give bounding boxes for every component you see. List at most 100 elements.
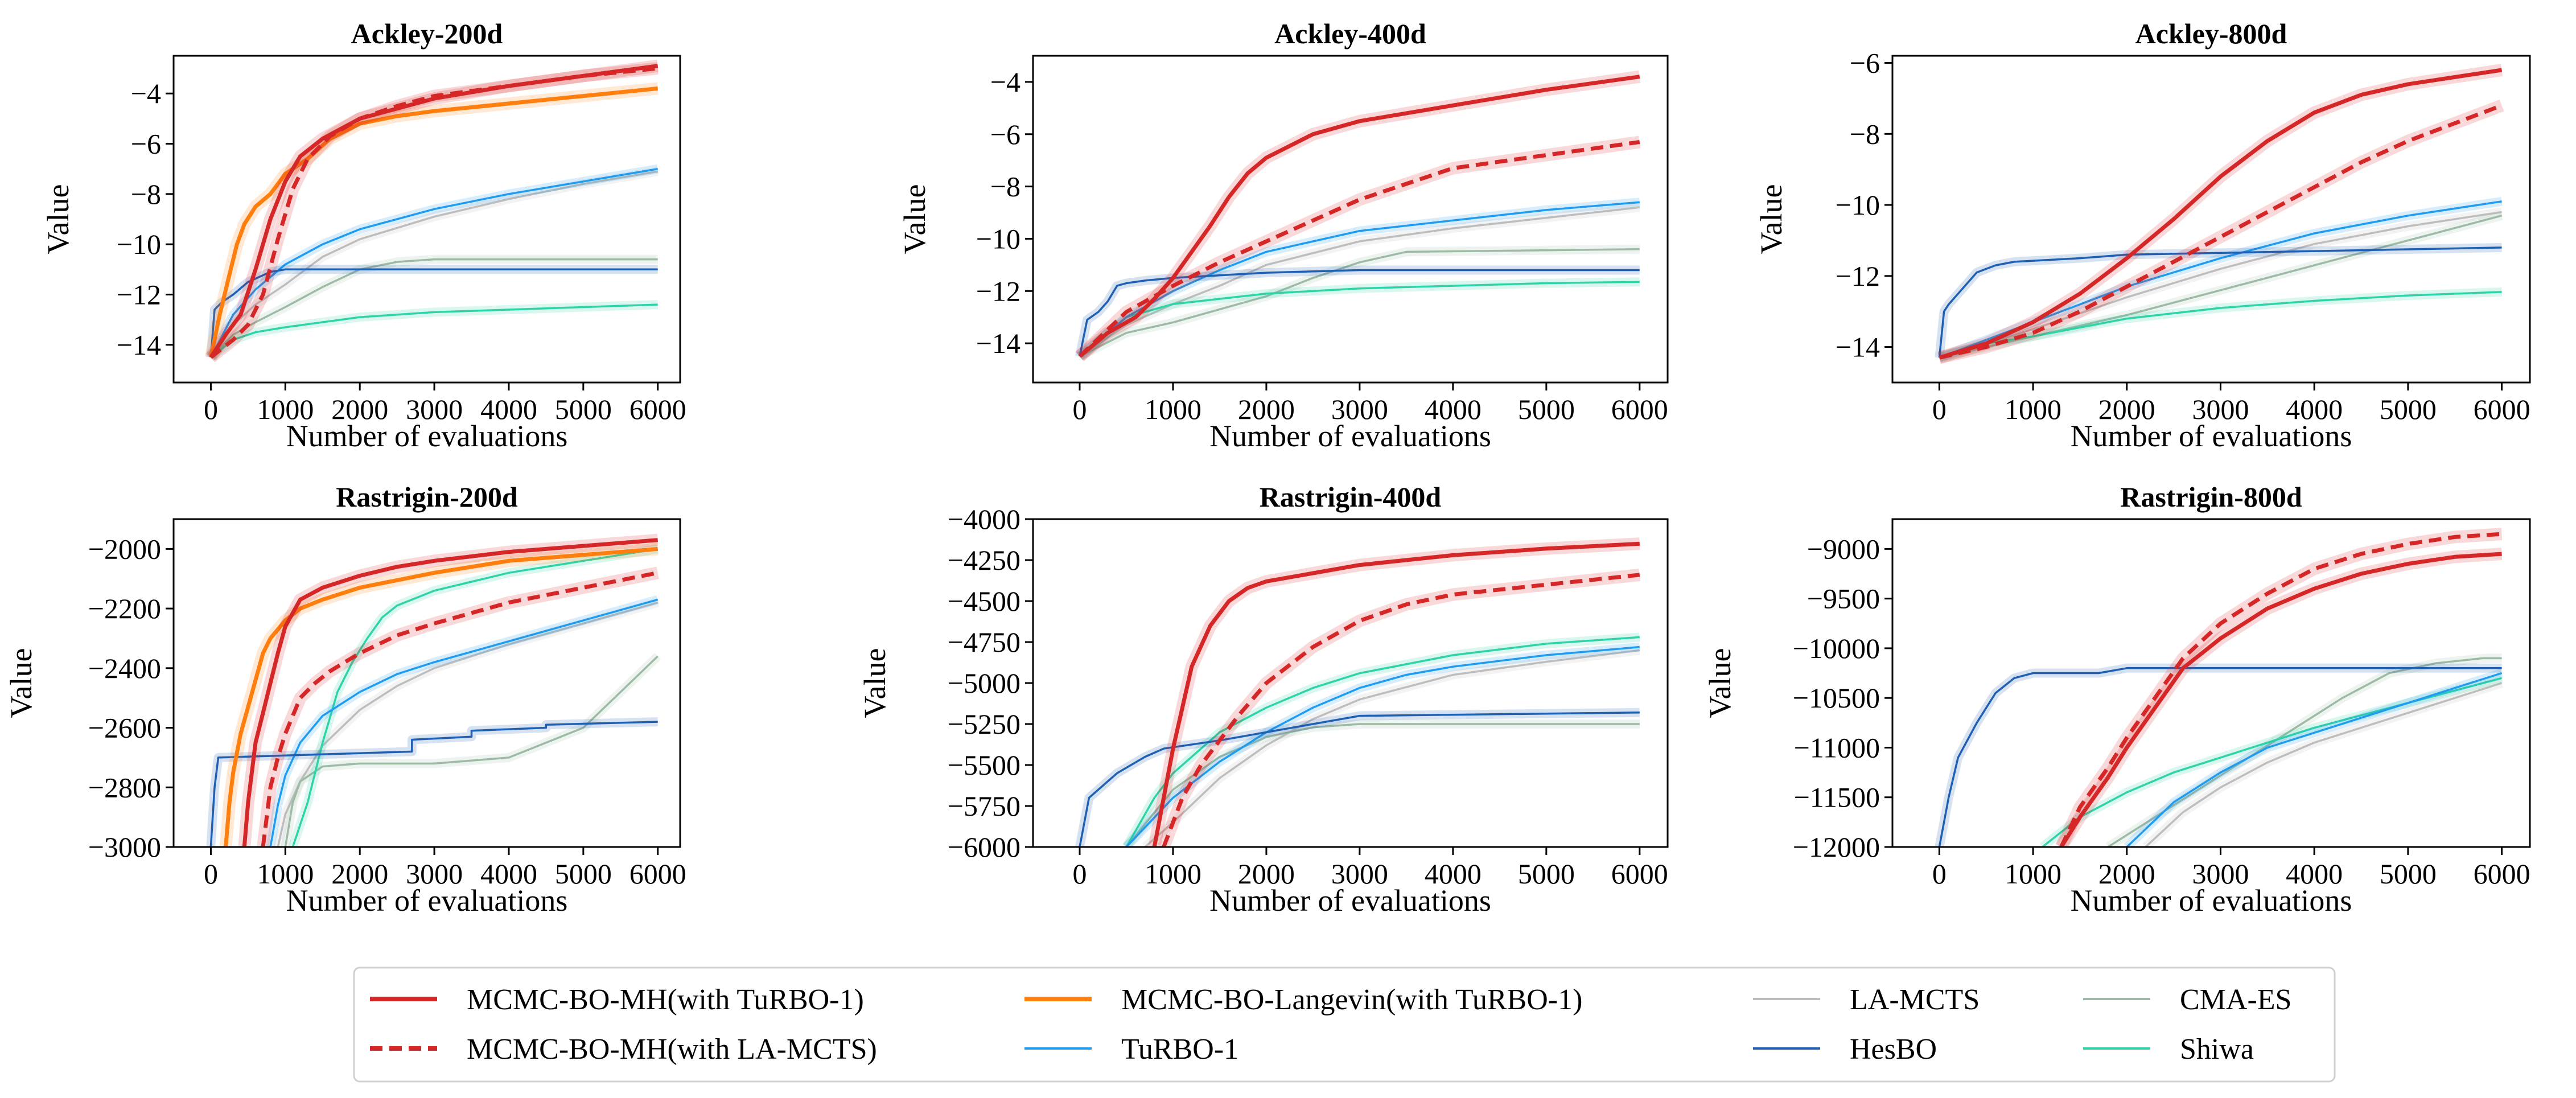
series-lamcts-line	[1144, 649, 1640, 847]
series-mhturbo-line	[1152, 541, 1640, 847]
x-axis-label: Number of evaluations	[1209, 883, 1491, 918]
x-tick-label: 4000	[480, 858, 537, 890]
axes-frame	[1891, 55, 2531, 384]
legend-label-cmaes: CMA-ES	[2180, 984, 2291, 1016]
x-axis-label: Number of evaluations	[1209, 419, 1491, 453]
chart-panel: Ackley-200d 0 1000 2000 3000 4000 5000 6000 −14 −…	[41, 18, 686, 453]
x-tick-label: 5000	[1518, 858, 1575, 890]
axes-frame	[172, 55, 681, 384]
x-tick-label: 0	[1072, 858, 1087, 890]
x-tick-label: 0	[204, 858, 218, 890]
y-tick-label: −4	[990, 66, 1020, 98]
series-shiwa-line	[210, 303, 658, 359]
x-tick-label: 1000	[2005, 393, 2061, 425]
chart-panel: Rastrigin-800d 0 1000 2000 3000 4000 5000 6000 −…	[1703, 481, 2531, 918]
series-hesbo-line	[1938, 246, 2502, 358]
series-lamcts-line	[277, 601, 659, 847]
y-tick-label: −5250	[948, 708, 1020, 740]
y-tick-label: −14	[976, 327, 1020, 359]
chart-panel: Rastrigin-200d 0 1000 2000 3000 4000 5000 6000 −…	[4, 481, 686, 918]
x-tick-label: 6000	[629, 858, 686, 890]
series-cmaes-line	[1125, 723, 1640, 847]
legend-label-turbo: TuRBO-1	[1121, 1033, 1238, 1066]
series-mhturbo-band	[1148, 537, 1640, 847]
x-tick-label: 2000	[1238, 393, 1295, 425]
y-tick-label: −4250	[948, 544, 1020, 576]
x-tick-label: 5000	[2380, 858, 2437, 890]
x-tick-label: 1000	[1145, 858, 1201, 890]
series-cmaes-line	[2107, 657, 2502, 847]
y-tick-label: −5000	[948, 667, 1020, 699]
legend-box	[353, 967, 2336, 1083]
series-hesbo-line	[209, 721, 658, 847]
series-turbo-line	[1125, 645, 1640, 847]
x-tick-label: 1000	[1145, 393, 1201, 425]
x-tick-label: 6000	[2474, 858, 2530, 890]
series-shiwa-line	[1079, 281, 1640, 357]
y-tick-label: −12	[117, 278, 161, 310]
y-axis-label: Value	[1703, 648, 1737, 718]
x-tick-label: 4000	[2286, 858, 2343, 890]
axes-frame	[1032, 55, 1669, 384]
x-tick-label: 0	[1932, 393, 1947, 425]
series-lamcts-line	[209, 170, 658, 358]
x-axis-label: Number of evaluations	[2071, 883, 2352, 918]
x-tick-label: 4000	[480, 393, 537, 425]
x-tick-label: 3000	[2192, 858, 2249, 890]
x-tick-label: 3000	[406, 858, 463, 890]
y-tick-label: −12000	[1793, 831, 1880, 863]
x-tick-label: 4000	[2286, 393, 2343, 425]
series-mhlamcts-line	[1939, 104, 2503, 360]
chart-title: Rastrigin-200d	[336, 481, 518, 513]
y-axis-label: Value	[41, 184, 75, 254]
series-mhturbo-line	[1078, 75, 1640, 358]
y-tick-label: −4	[131, 77, 161, 109]
y-tick-label: −10	[976, 223, 1020, 254]
legend-label-lamcts: LA-MCTS	[1850, 984, 1980, 1016]
x-tick-label: 5000	[2380, 393, 2437, 425]
y-tick-label: −14	[117, 329, 161, 361]
x-tick-label: 5000	[555, 393, 612, 425]
x-tick-label: 4000	[1425, 393, 1482, 425]
series-lamcts-line	[1079, 206, 1640, 357]
x-tick-label: 5000	[555, 858, 612, 890]
series-turbo-line	[2126, 672, 2503, 847]
y-tick-label: −5500	[948, 749, 1020, 781]
x-tick-label: 3000	[1331, 858, 1388, 890]
y-tick-label: −10500	[1793, 682, 1880, 714]
y-tick-label: −8	[1850, 118, 1880, 150]
x-tick-label: 2000	[2098, 393, 2155, 425]
series-cmaes-line	[284, 655, 659, 847]
x-tick-label: 5000	[1518, 393, 1575, 425]
chart-title: Rastrigin-400d	[1260, 481, 1442, 513]
y-tick-label: −6	[1850, 47, 1880, 79]
series-mhturbo-line	[209, 64, 659, 359]
x-axis-label: Number of evaluations	[286, 883, 568, 918]
series-shiwa-line	[291, 548, 658, 847]
series-hesbo-line	[1079, 269, 1640, 357]
series-mhturbo-line	[2059, 552, 2502, 847]
series-lamcts-line	[2145, 682, 2503, 847]
y-tick-label: −2400	[88, 652, 161, 684]
y-tick-label: −2600	[88, 712, 161, 744]
series-turbo-line	[269, 598, 659, 847]
chart-panel: Rastrigin-400d 0 1000 2000 3000 4000 5000 6000 −…	[858, 481, 1669, 918]
chart-title: Rastrigin-800d	[2120, 481, 2302, 513]
y-tick-label: −4000	[948, 503, 1020, 535]
y-tick-label: −10000	[1793, 632, 1880, 664]
y-tick-label: −6	[990, 118, 1020, 150]
x-tick-label: 3000	[406, 393, 463, 425]
y-tick-label: −8	[131, 178, 161, 210]
y-tick-label: −4500	[948, 585, 1020, 617]
series-mhturbo-line	[242, 538, 658, 847]
legend-label-langevin: MCMC-BO-Langevin(with TuRBO-1)	[1121, 984, 1582, 1016]
y-axis-label: Value	[1754, 184, 1788, 254]
x-tick-label: 2000	[1238, 858, 1295, 890]
y-axis-label: Value	[4, 648, 38, 718]
series-hesbo-line	[209, 268, 658, 357]
chart-panel: Ackley-400d 0 1000 2000 3000 4000 5000 6000 −14 −…	[898, 18, 1669, 453]
y-tick-label: −9500	[1807, 583, 1880, 615]
series-shiwa-line	[1125, 636, 1640, 847]
x-tick-label: 6000	[2474, 393, 2530, 425]
